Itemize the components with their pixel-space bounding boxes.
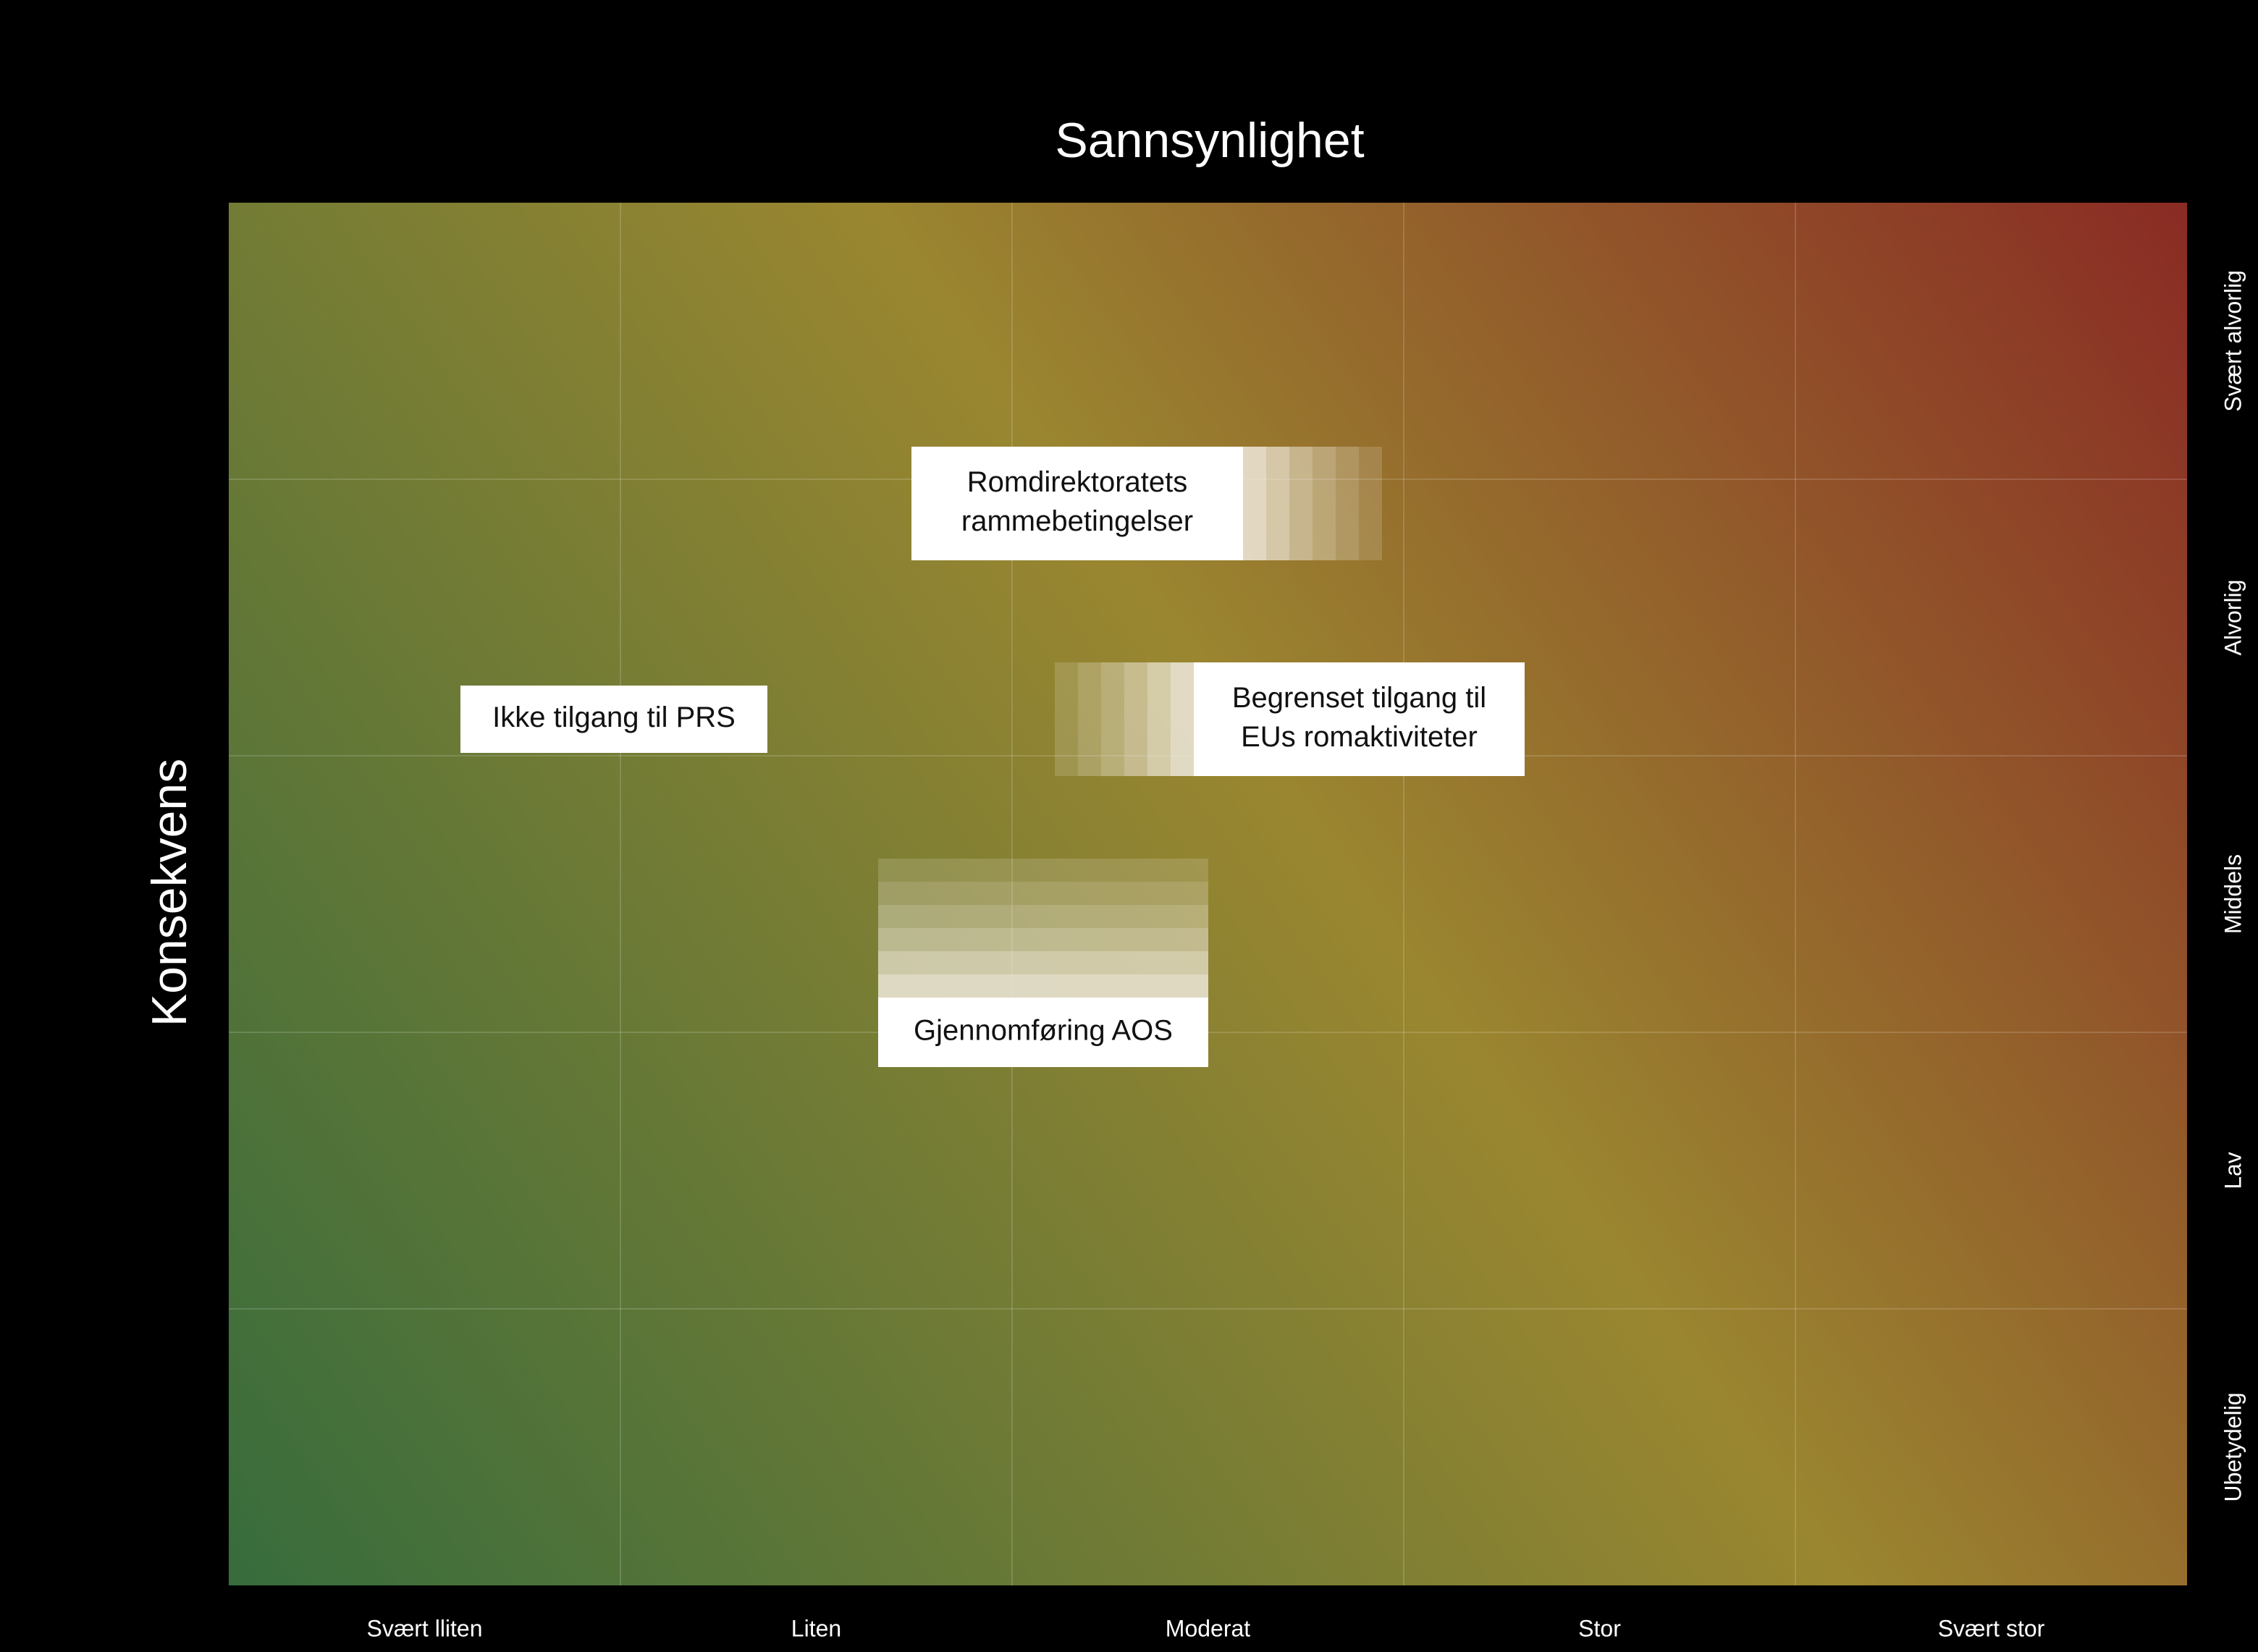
row-label: Middels [2220,854,2246,934]
x-title: Sannsynlighet [1055,113,1364,168]
fade-stripe [1266,447,1289,560]
risk-label: Romdirektoratets [967,466,1188,498]
risk-box [911,447,1243,560]
fade-stripe [1171,662,1194,776]
fade-stripe [1336,447,1359,560]
column-label: Liten [791,1615,841,1641]
column-label: Svært stor [1938,1615,2045,1641]
fade-stripe [1078,662,1101,776]
fade-stripe [1313,447,1336,560]
risk-label: Ikke tilgang til PRS [492,701,736,733]
row-label: Lav [2220,1152,2246,1189]
column-label: Svært lliten [366,1615,482,1641]
matrix-area [229,203,2187,1585]
fade-stripe [878,951,1208,974]
risk-label: Gjennomføring AOS [914,1015,1173,1047]
row-label: Alvorlig [2220,580,2246,656]
fade-stripe [1101,662,1124,776]
row-label: Ubetydelig [2220,1392,2246,1501]
fade-stripe [1147,662,1171,776]
fade-stripe [1124,662,1147,776]
risk-label: rammebetingelser [961,505,1193,537]
risk-box [1194,662,1525,776]
risk-box [878,998,1208,1067]
column-label: Stor [1578,1615,1621,1641]
row-label: Svært alvorlig [2220,270,2246,412]
risk-label: EUs romaktiviteter [1241,721,1478,753]
fade-stripe [1359,447,1382,560]
fade-stripe [878,928,1208,951]
fade-stripe [878,882,1208,905]
fade-stripe [878,974,1208,998]
fade-stripe [878,905,1208,928]
fade-stripe [878,859,1208,882]
fade-stripe [1289,447,1313,560]
column-label: Moderat [1166,1615,1251,1641]
risk-label: Begrenset tilgang til [1232,682,1486,714]
risk-box [460,686,767,753]
fade-stripe [1243,447,1266,560]
y-title: Konsekvens [142,759,197,1027]
fade-stripe [1055,662,1078,776]
